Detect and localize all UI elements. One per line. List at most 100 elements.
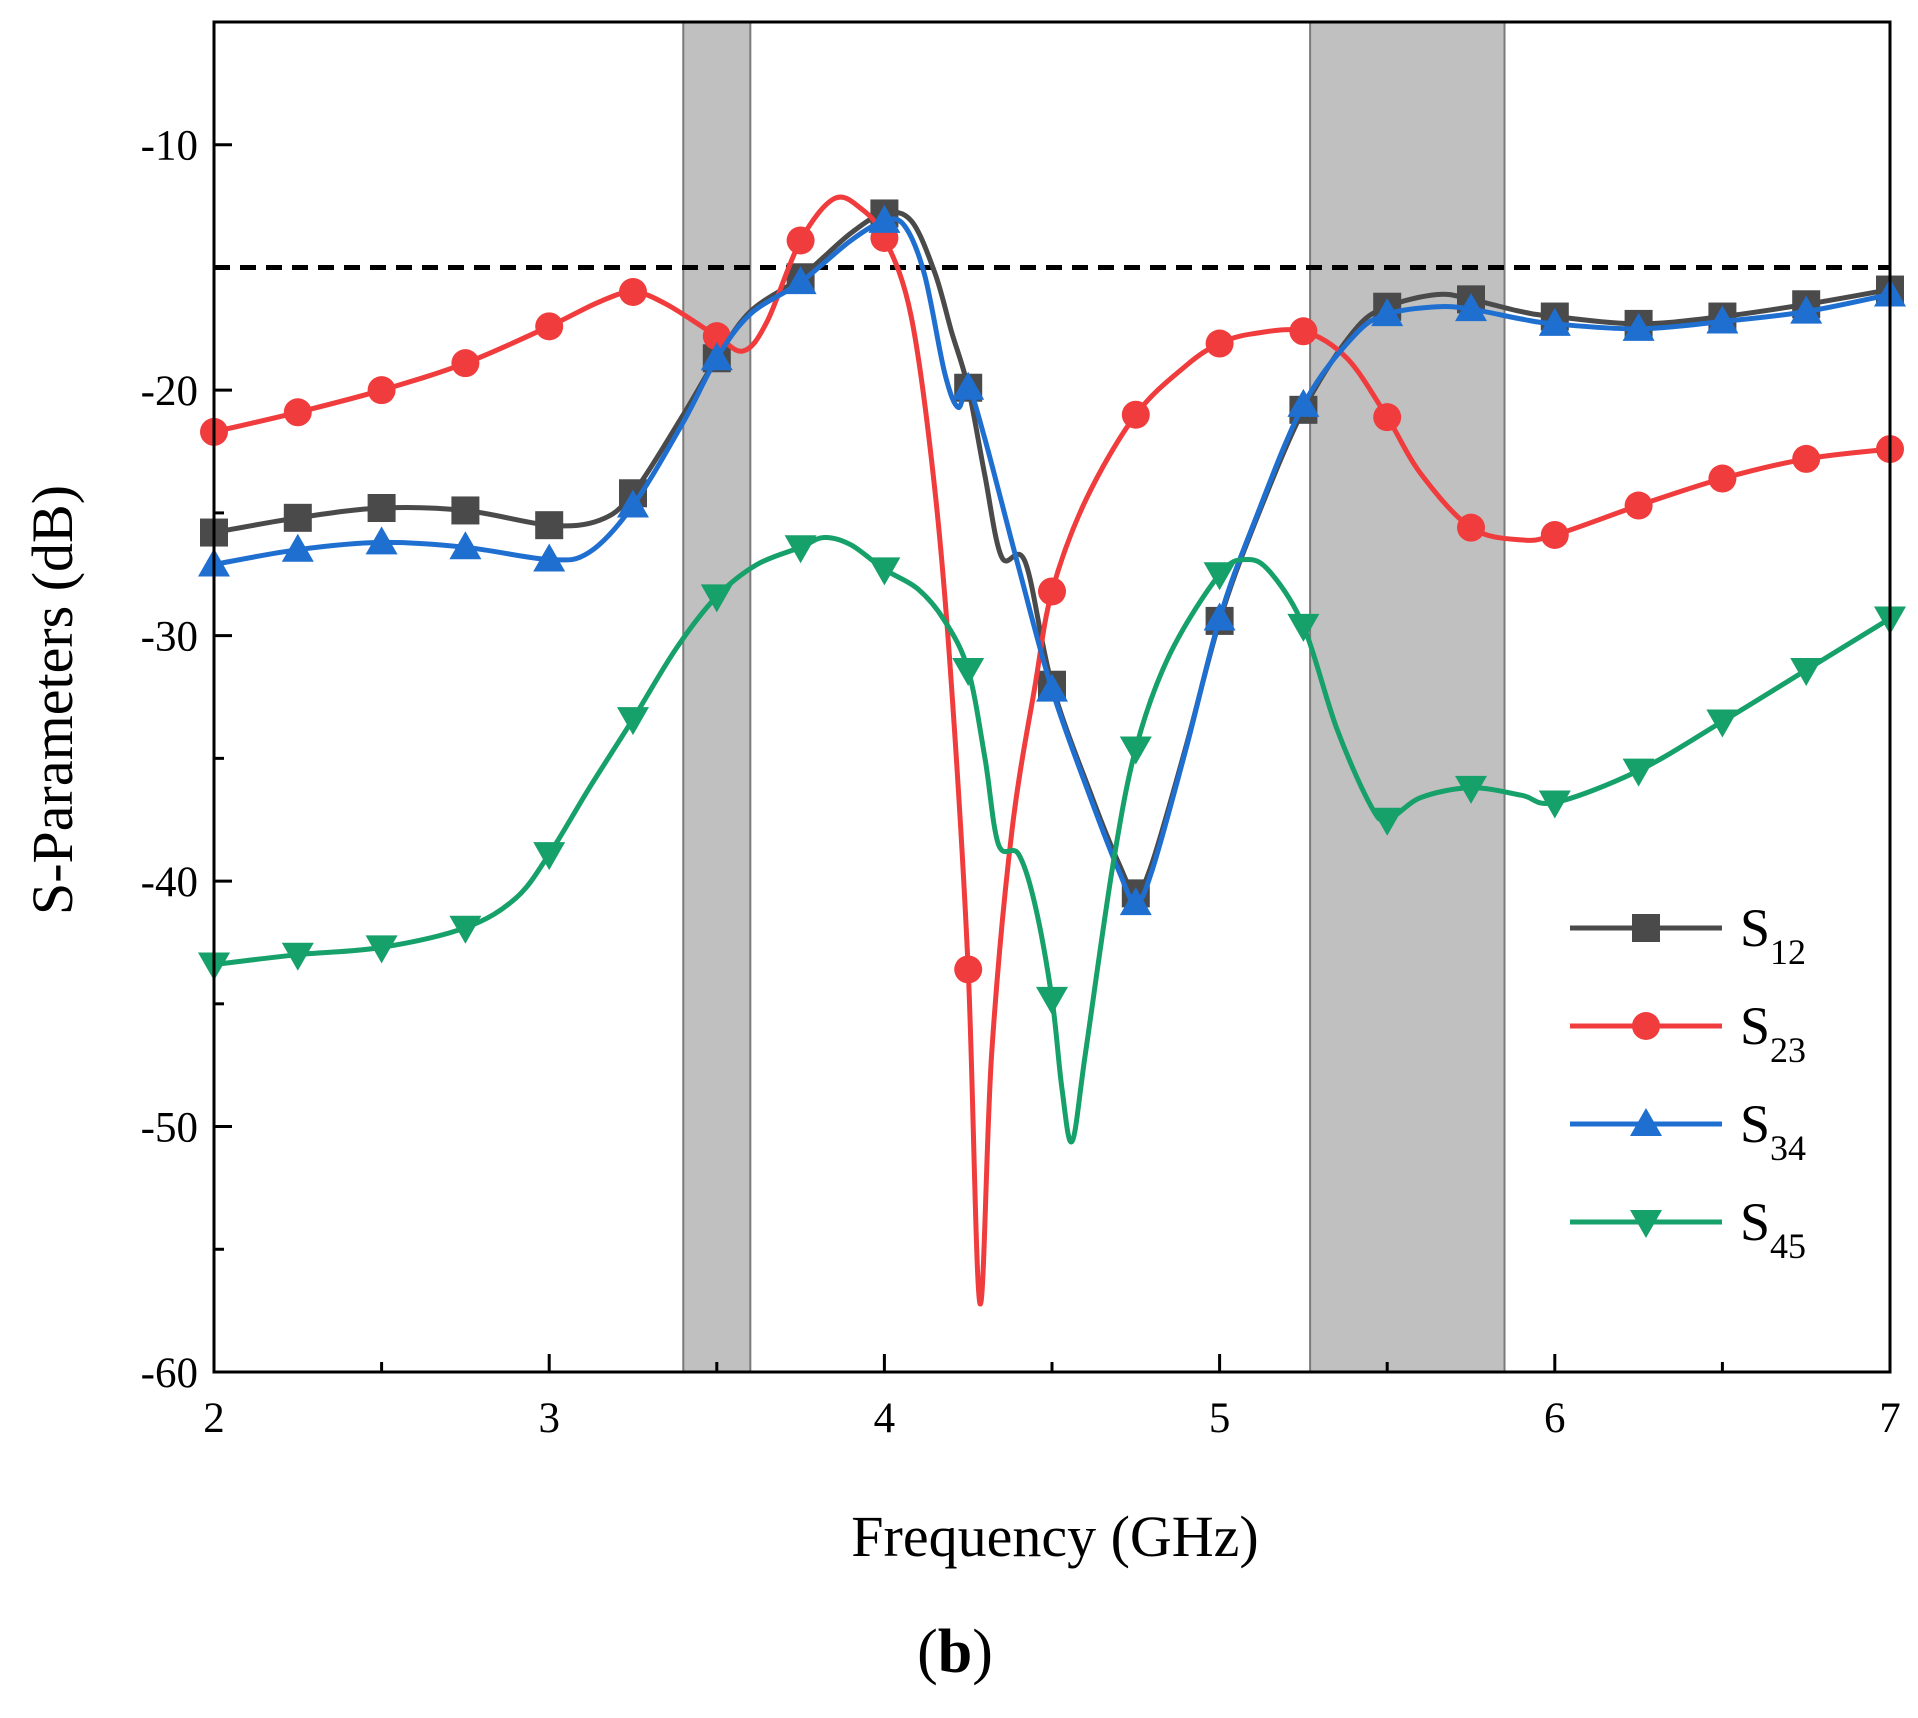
legend-label-sub-S23: 23 [1770, 1030, 1806, 1070]
series-S34 [198, 204, 1906, 916]
axes: 2 3 4 5 6 7-60-50-40-30-20-10 [141, 20, 1901, 1442]
shaded-band-1 [682, 21, 752, 1373]
marker-S12-2 [367, 494, 396, 522]
marker-S23-2 [367, 376, 396, 405]
marker-S23-11 [1121, 400, 1150, 429]
marker-S23-7 [786, 226, 815, 255]
marker-S45-14 [1371, 807, 1404, 836]
marker-S45-5 [617, 707, 649, 736]
y-tick-label--20: -20 [141, 368, 198, 415]
series-line-S34 [211, 216, 1893, 906]
x-axis-title: Frequency (GHz) [851, 1504, 1258, 1569]
legend-marker-S23 [1632, 1012, 1660, 1040]
marker-S34-15 [1455, 293, 1487, 322]
marker-S34-16 [1538, 307, 1571, 336]
marker-S12-4 [535, 511, 564, 540]
marker-S23-18 [1708, 464, 1737, 493]
legend-label-main-S34: S [1740, 1094, 1770, 1154]
legend-item-S34: S34 [1570, 1094, 1806, 1168]
marker-S45-15 [1455, 775, 1487, 804]
marker-S34-8 [868, 204, 901, 233]
series-line-S45 [211, 534, 1893, 1145]
x-tick-label-3: 3 [538, 1395, 560, 1442]
marker-S45-12 [1203, 562, 1236, 591]
legend-item-S12: S12 [1570, 898, 1806, 972]
marker-S23-1 [283, 398, 312, 427]
y-tick-label--60: -60 [141, 1350, 198, 1397]
y-tick-label--30: -30 [141, 614, 198, 661]
marker-S45-9 [952, 658, 985, 686]
legend-label-S34: S34 [1740, 1094, 1806, 1168]
x-tick-label-4: 4 [874, 1395, 896, 1442]
marker-S45-6 [700, 584, 733, 613]
marker-S23-3 [451, 349, 480, 378]
marker-S34-5 [617, 489, 649, 518]
caption-close: ) [972, 1618, 993, 1686]
legend-marker-S45 [1630, 1210, 1662, 1238]
series-S45 [198, 534, 1906, 1145]
marker-S34-12 [1203, 602, 1236, 631]
legend-label-main-S45: S [1740, 1192, 1770, 1252]
caption-open: ( [917, 1618, 938, 1686]
shaded-band-2 [1309, 21, 1506, 1373]
shaded-bands [682, 21, 1506, 1373]
marker-S45-18 [1706, 709, 1739, 738]
marker-S23-15 [1457, 513, 1485, 542]
marker-S23-5 [619, 278, 647, 306]
series-line-S23 [211, 194, 1893, 1307]
legend-label-sub-S12: 12 [1770, 932, 1806, 972]
marker-S23-17 [1624, 491, 1653, 520]
x-tick-label-7: 7 [1879, 1395, 1901, 1442]
legend-label-S23: S23 [1740, 996, 1806, 1070]
marker-S34-9 [952, 371, 985, 400]
marker-S34-3 [449, 531, 482, 560]
marker-S45-19 [1790, 658, 1823, 686]
y-tick-label--40: -40 [141, 859, 198, 906]
marker-S34-14 [1371, 298, 1404, 327]
marker-S45-16 [1538, 790, 1571, 819]
marker-S12-1 [283, 503, 312, 532]
marker-S34-2 [365, 526, 398, 555]
x-tick-label-5: 5 [1209, 1395, 1231, 1442]
legend-item-S45: S45 [1570, 1192, 1806, 1266]
marker-S34-7 [784, 266, 817, 295]
marker-S45-10 [1036, 986, 1068, 1015]
y-tick-label--10: -10 [141, 123, 198, 170]
marker-S23-19 [1792, 444, 1821, 473]
marker-S23-4 [535, 312, 564, 341]
marker-S45-2 [365, 935, 398, 964]
legend-label-sub-S45: 45 [1770, 1226, 1806, 1266]
series-S23 [200, 194, 1904, 1307]
marker-S45-7 [784, 535, 817, 564]
marker-S45-17 [1622, 758, 1655, 787]
legend-marker-S12 [1632, 914, 1660, 942]
marker-S45-1 [281, 942, 314, 971]
marker-S45-3 [449, 915, 482, 944]
legend-label-S45: S45 [1740, 1192, 1806, 1266]
marker-S34-18 [1706, 305, 1739, 334]
marker-S23-10 [1038, 577, 1066, 606]
marker-S23-14 [1373, 403, 1402, 432]
marker-S23-12 [1205, 329, 1234, 358]
marker-S12-3 [451, 496, 480, 525]
marker-S23-13 [1289, 317, 1318, 346]
marker-S45-13 [1287, 613, 1320, 642]
marker-S23-9 [954, 955, 983, 984]
marker-S34-4 [533, 543, 566, 572]
legend-label-main-S12: S [1740, 898, 1770, 958]
marker-S34-1 [281, 533, 314, 562]
marker-S34-11 [1119, 887, 1152, 916]
legend-label-S12: S12 [1740, 898, 1806, 972]
marker-S45-8 [868, 557, 901, 586]
marker-S34-13 [1287, 388, 1320, 417]
x-tick-label-2: 2 [203, 1395, 225, 1442]
marker-S23-16 [1540, 521, 1569, 549]
x-tick-label-6: 6 [1544, 1395, 1566, 1442]
marker-S34-19 [1790, 295, 1823, 324]
marker-S45-4 [533, 842, 566, 871]
figure-caption: (b) [917, 1618, 993, 1686]
series-layer [198, 194, 1906, 1307]
caption-letter: b [938, 1618, 972, 1686]
